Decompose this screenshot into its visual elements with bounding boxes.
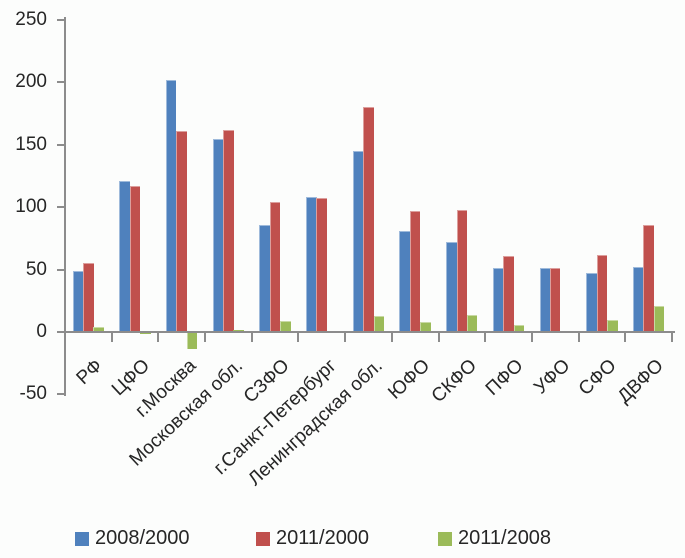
bar-2008/2000 [586, 273, 597, 332]
legend-label: 2008/2000 [95, 527, 190, 549]
y-axis-line [64, 17, 66, 396]
category-label: ПФО [481, 355, 528, 400]
bar-2011/2000 [549, 268, 561, 332]
bar-2008/2000 [259, 224, 270, 332]
legend-item-2011-2008: 2011/2008 [438, 527, 551, 550]
x-tick-mark [484, 332, 487, 342]
y-tick-mark [57, 268, 65, 271]
bar-2011/2008 [607, 319, 618, 332]
y-tick-label: 0 [36, 321, 47, 342]
legend-swatch-green [438, 531, 452, 546]
bar-2011/2000 [456, 209, 468, 332]
x-axis-line [63, 331, 675, 333]
y-tick-label: 100 [15, 196, 47, 218]
legend-label: 2011/2000 [276, 527, 370, 549]
x-tick-mark [110, 332, 113, 342]
category-label: СКФО [427, 355, 481, 408]
y-tick-mark [57, 393, 65, 396]
y-tick-mark [57, 143, 65, 146]
bar-2011/2000 [223, 129, 234, 332]
category-label: СФО [574, 355, 621, 400]
category-label: УФО [529, 355, 574, 399]
x-tick-mark [157, 332, 160, 342]
bar-2008/2000 [446, 242, 457, 332]
category-label: ДВФО [613, 355, 668, 408]
y-tick-label: 250 [15, 9, 47, 30]
bar-2011/2008 [280, 320, 291, 332]
legend-item-2008-2000: 2008/2000 [75, 527, 190, 550]
x-tick-mark [577, 332, 580, 342]
y-tick-mark [57, 331, 65, 333]
x-tick-mark [437, 332, 440, 342]
x-tick-mark [390, 332, 393, 342]
legend-swatch-blue [75, 531, 89, 546]
bar-2011/2000 [129, 185, 141, 332]
x-tick-mark [297, 332, 300, 342]
y-tick-label: 200 [15, 71, 47, 93]
x-tick-mark [250, 332, 253, 342]
x-tick-mark [624, 332, 627, 342]
bar-2008/2000 [306, 197, 317, 332]
x-tick-mark [204, 332, 207, 342]
bar-2011/2008 [420, 322, 431, 332]
y-tick-mark [57, 81, 65, 84]
bar-2011/2000 [643, 224, 654, 332]
bar-2008/2000 [539, 268, 551, 332]
bar-2011/2000 [596, 254, 608, 332]
legend-item-2011-2000: 2011/2000 [256, 527, 369, 550]
y-tick-label: -50 [19, 383, 47, 405]
bar-2011/2000 [316, 198, 327, 332]
bar-2011/2000 [269, 202, 281, 332]
x-tick-mark [671, 332, 673, 342]
category-label: РФ [72, 355, 107, 389]
bar-2011/2000 [409, 210, 421, 332]
bar-2011/2008 [513, 324, 525, 332]
bar-2008/2000 [492, 268, 504, 332]
bar-2008/2000 [165, 79, 177, 332]
legend-label: 2011/2008 [458, 527, 552, 549]
y-tick-mark [57, 206, 65, 209]
bar-2008/2000 [632, 267, 644, 332]
bar-2011/2008 [140, 332, 151, 335]
bar-2008/2000 [212, 138, 224, 332]
bar-2008/2000 [399, 230, 410, 332]
x-tick-mark [344, 332, 347, 342]
y-tick-label: 150 [15, 133, 47, 155]
category-label: ЮФО [384, 355, 434, 404]
bar-2011/2008 [653, 305, 665, 332]
bar-2011/2008 [466, 314, 478, 332]
bar-2011/2008 [233, 329, 244, 332]
bar-2011/2000 [176, 131, 187, 332]
bar-2011/2008 [373, 315, 385, 332]
bar-2011/2008 [93, 327, 104, 332]
bar-2008/2000 [119, 180, 130, 332]
y-tick-mark [57, 19, 65, 21]
x-tick-mark [530, 332, 533, 342]
bar-2011/2000 [503, 255, 514, 332]
legend: 2008/2000 2011/2000 2011/2008 [0, 527, 685, 553]
bar-2011/2008 [186, 332, 198, 350]
bar-2008/2000 [72, 270, 84, 332]
bar-2011/2000 [363, 107, 374, 332]
bar-2008/2000 [352, 151, 364, 332]
legend-swatch-red [256, 531, 270, 546]
bar-2011/2000 [83, 263, 94, 332]
y-tick-label: 50 [25, 258, 47, 280]
